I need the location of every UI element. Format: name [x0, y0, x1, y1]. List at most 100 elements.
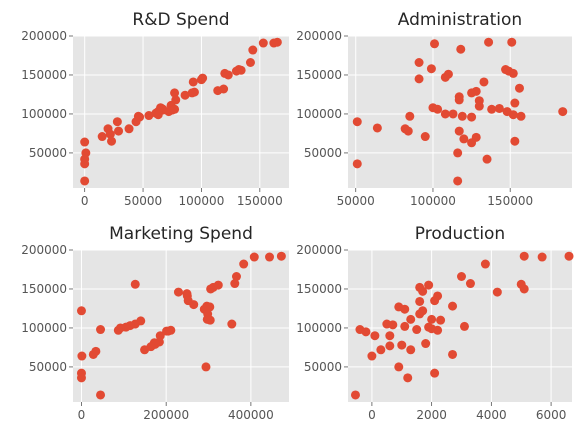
y-tick-label: 150000 — [21, 282, 67, 296]
data-point — [508, 110, 518, 120]
y-tick-label: 100000 — [296, 321, 342, 335]
data-point — [170, 88, 180, 98]
data-point — [376, 345, 386, 355]
data-point — [96, 390, 106, 400]
data-point — [131, 117, 141, 127]
data-point — [414, 58, 424, 68]
data-point — [80, 159, 90, 169]
data-point — [459, 134, 469, 144]
data-point — [180, 90, 190, 100]
data-point — [492, 287, 502, 297]
data-point — [352, 117, 362, 127]
x-tick-label: 6000 — [536, 408, 567, 422]
data-point — [124, 124, 134, 134]
x-tick-label: 100000 — [410, 194, 456, 208]
data-point — [430, 39, 440, 49]
data-point — [114, 126, 124, 136]
y-tick-label: 150000 — [296, 282, 342, 296]
subplot-title: R&D Spend — [132, 10, 229, 30]
data-point — [249, 252, 259, 262]
x-tick-label: 50000 — [337, 194, 375, 208]
data-point — [258, 38, 268, 48]
data-point — [480, 259, 490, 269]
data-point — [265, 252, 275, 262]
data-point — [403, 126, 413, 136]
data-point — [433, 104, 443, 114]
data-point — [130, 279, 140, 289]
data-point — [188, 77, 198, 87]
data-point — [173, 287, 183, 297]
data-point — [427, 314, 437, 324]
y-tick-label: 50000 — [304, 360, 342, 374]
plot-area — [73, 36, 289, 188]
x-tick-label: 0 — [81, 194, 89, 208]
y-tick-label: 50000 — [304, 146, 342, 160]
data-point — [507, 37, 517, 47]
data-point — [248, 45, 258, 55]
data-point — [479, 77, 489, 87]
y-tick-label: 100000 — [21, 321, 67, 335]
data-point — [474, 101, 484, 111]
data-point — [367, 351, 377, 361]
data-point — [516, 111, 526, 121]
data-point — [537, 252, 547, 262]
y-tick-label: 200000 — [21, 29, 67, 43]
data-point — [80, 137, 90, 147]
data-point — [76, 306, 86, 316]
data-point — [430, 368, 440, 378]
data-point — [403, 373, 413, 383]
data-point — [453, 148, 463, 158]
data-point — [459, 321, 469, 331]
data-point — [205, 315, 215, 325]
x-tick-label: 150000 — [487, 194, 533, 208]
data-point — [227, 319, 237, 329]
data-point — [448, 109, 458, 119]
subplot-marketing-spend: Marketing Spend 0 200000 400000 50000 100000… — [21, 224, 289, 422]
x-tick-label: 50000 — [124, 194, 162, 208]
plot-area — [348, 36, 572, 188]
data-point — [421, 339, 431, 349]
data-point — [564, 251, 574, 261]
data-point — [170, 104, 180, 114]
data-point — [201, 362, 211, 372]
y-tick-label: 200000 — [21, 243, 67, 257]
data-point — [400, 321, 410, 331]
y-tick-label: 50000 — [29, 146, 67, 160]
data-point — [484, 37, 494, 47]
subplot-administration: Administration 50000 100000 150000 50000 100… — [296, 10, 572, 208]
x-tick-label: 0 — [78, 408, 86, 422]
data-point — [400, 304, 410, 314]
data-point — [448, 301, 458, 311]
data-point — [406, 345, 416, 355]
data-point — [418, 306, 428, 316]
x-tick-label: 100000 — [179, 194, 225, 208]
data-point — [394, 362, 404, 372]
data-point — [418, 286, 428, 296]
subplot-rd-spend: R&D Spend 0 50000 100000 150000 50000 100000 1… — [21, 10, 289, 208]
data-point — [269, 38, 279, 48]
data-point — [144, 111, 154, 121]
y-tick-label: 100000 — [21, 107, 67, 121]
data-point — [96, 325, 106, 335]
y-tick-label: 50000 — [29, 360, 67, 374]
data-point — [189, 300, 199, 310]
data-point — [231, 272, 241, 282]
data-point — [448, 349, 458, 359]
data-point — [239, 259, 249, 269]
data-point — [187, 88, 197, 98]
data-point — [454, 95, 464, 105]
data-point — [372, 123, 382, 133]
data-point — [80, 176, 90, 186]
data-point — [230, 279, 240, 289]
data-point — [426, 64, 436, 74]
data-point — [519, 251, 529, 261]
data-point — [510, 98, 520, 108]
data-point — [436, 315, 446, 325]
data-point — [245, 58, 255, 68]
data-point — [112, 117, 122, 127]
data-point — [412, 325, 422, 335]
data-point — [424, 280, 434, 290]
data-point — [467, 138, 477, 148]
data-point — [467, 112, 477, 122]
